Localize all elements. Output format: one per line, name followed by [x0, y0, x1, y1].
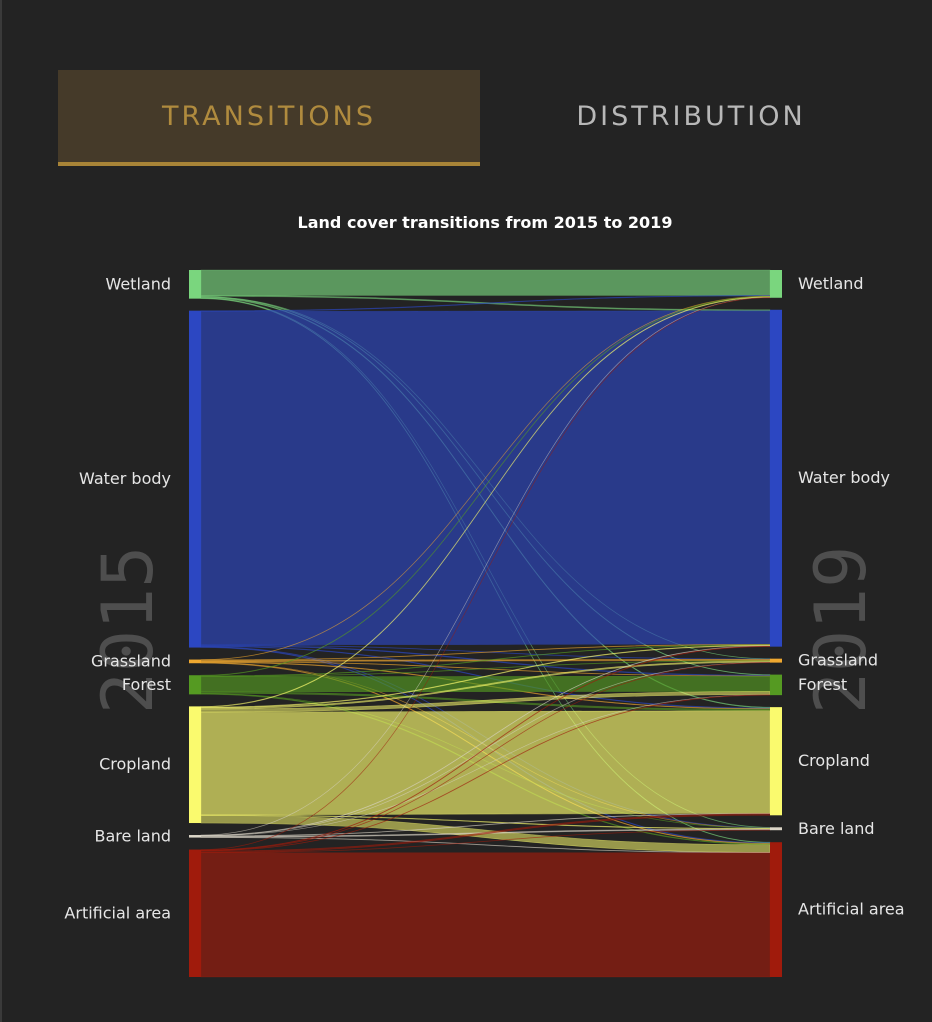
- source-label-cropland: Cropland: [99, 755, 171, 774]
- target-label-water-body: Water body: [798, 468, 890, 487]
- source-label-artificial-area: Artificial area: [64, 903, 171, 922]
- source-year-label: 2015: [87, 546, 169, 715]
- source-node-artificial-area[interactable]: [189, 849, 201, 977]
- target-node-grassland[interactable]: [770, 658, 782, 663]
- view-tabs: TRANSITIONS DISTRIBUTION: [58, 70, 902, 166]
- flow-artificial-area-to-water-body[interactable]: [200, 645, 771, 851]
- source-node-wetland[interactable]: [189, 270, 201, 299]
- source-label-wetland: Wetland: [105, 274, 171, 293]
- tab-distribution[interactable]: DISTRIBUTION: [576, 100, 806, 132]
- flow-artificial-area-to-wetland[interactable]: [200, 297, 771, 851]
- target-node-bare-land[interactable]: [770, 827, 782, 831]
- target-label-bare-land: Bare land: [798, 819, 874, 838]
- source-node-cropland[interactable]: [189, 706, 201, 824]
- flow-artificial-area-to-bare-land[interactable]: [200, 829, 771, 854]
- flow-links: [200, 269, 771, 978]
- target-year-label: 2019: [800, 546, 882, 715]
- source-node-water-body[interactable]: [189, 310, 201, 648]
- flow-artificial-area-to-artificial-area[interactable]: [200, 852, 771, 978]
- category-nodes: [189, 270, 782, 977]
- target-node-artificial-area[interactable]: [770, 842, 782, 977]
- source-label-forest: Forest: [122, 675, 171, 694]
- target-node-water-body[interactable]: [770, 309, 782, 647]
- source-label-water-body: Water body: [79, 469, 171, 488]
- tab-transitions[interactable]: TRANSITIONS: [58, 70, 480, 166]
- target-label-wetland: Wetland: [798, 274, 864, 293]
- source-label-grassland: Grassland: [91, 651, 171, 670]
- category-labels: Wetland Wetland Water body Water body Grassl…: [64, 274, 904, 922]
- target-node-cropland[interactable]: [770, 707, 782, 816]
- target-node-wetland[interactable]: [770, 270, 782, 298]
- chart-title: Land cover transitions from 2015 to 2019: [298, 213, 673, 232]
- flow-cropland-to-cropland[interactable]: [200, 710, 771, 816]
- window-edge: [0, 0, 2, 1022]
- source-node-grassland[interactable]: [189, 659, 201, 664]
- target-label-forest: Forest: [798, 675, 847, 694]
- source-node-bare-land[interactable]: [189, 835, 201, 838]
- target-node-forest[interactable]: [770, 674, 782, 696]
- target-label-grassland: Grassland: [798, 651, 878, 670]
- source-label-bare-land: Bare land: [95, 826, 171, 845]
- flow-wetland-to-wetland[interactable]: [200, 269, 771, 296]
- source-node-forest[interactable]: [189, 675, 201, 695]
- target-label-artificial-area: Artificial area: [798, 900, 905, 919]
- target-label-cropland: Cropland: [798, 751, 870, 770]
